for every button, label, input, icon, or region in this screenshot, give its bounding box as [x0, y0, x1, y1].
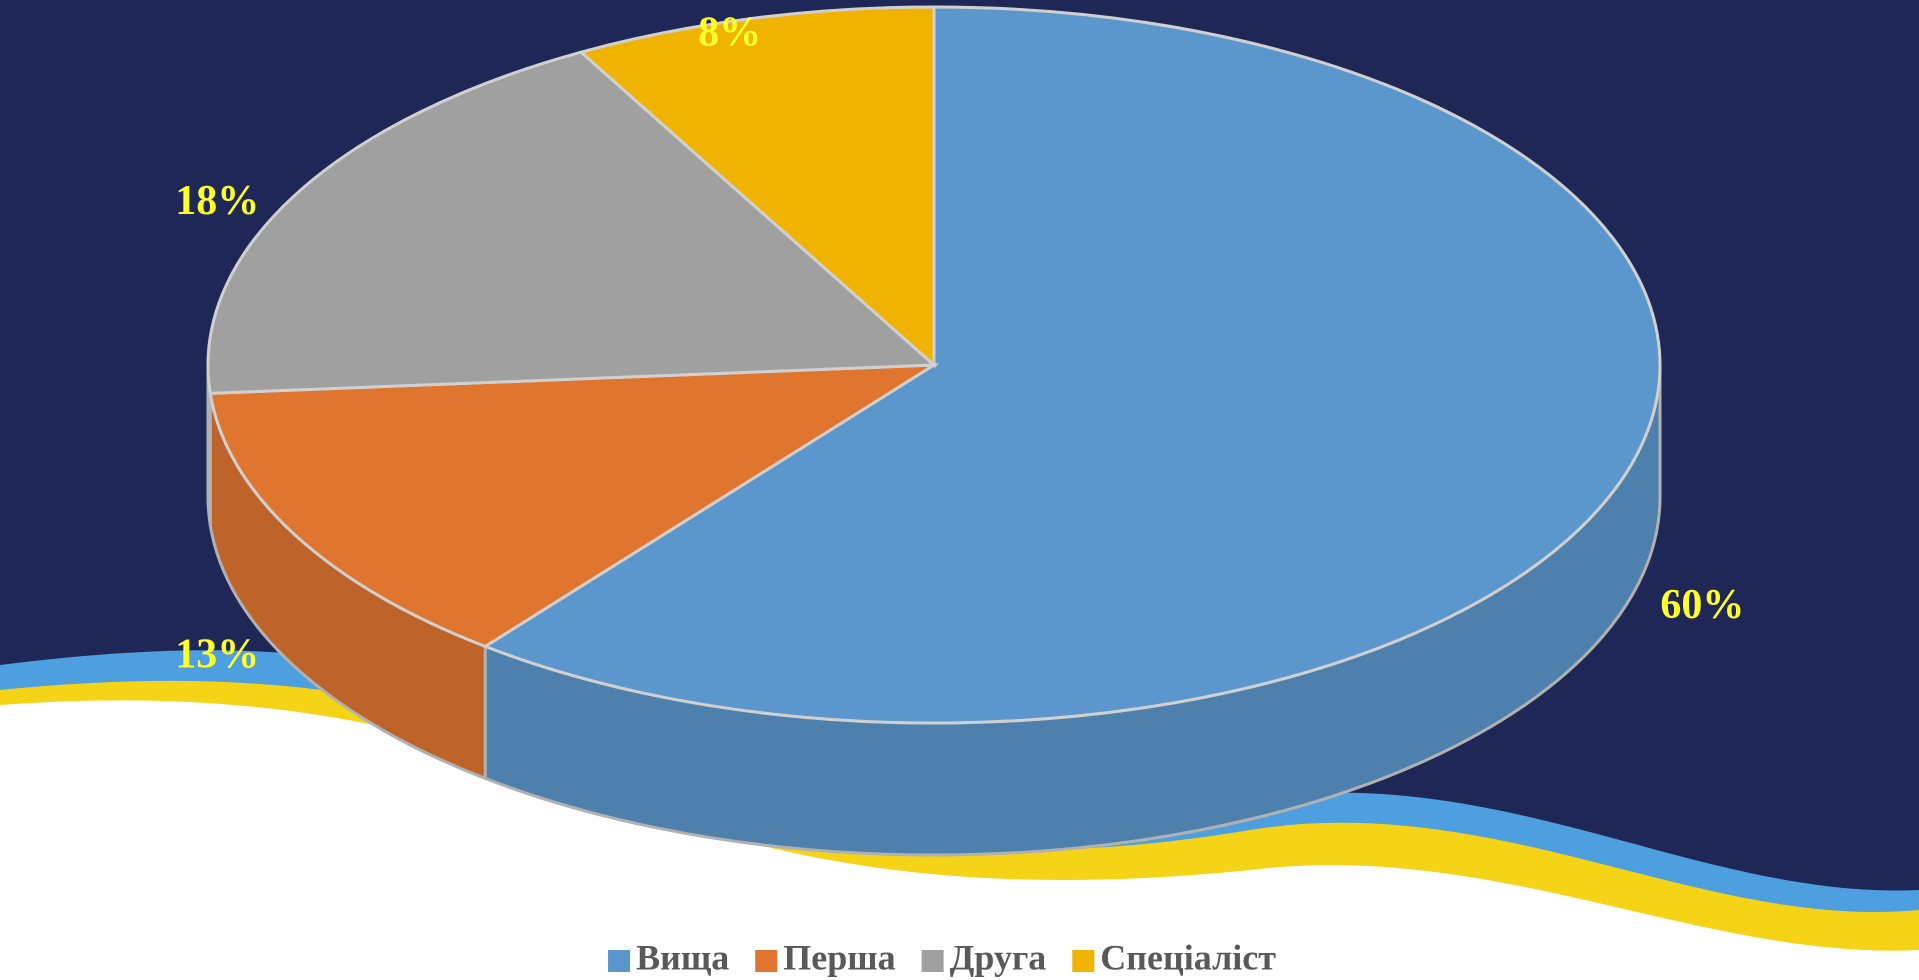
value-label: 18% — [175, 178, 259, 224]
page: {"chart_data": {"type": "pie3d", "catego… — [0, 0, 1919, 980]
legend-swatch — [922, 950, 944, 972]
value-label: 13% — [175, 631, 259, 677]
legend-label: Друга — [950, 937, 1047, 977]
pie-tops — [208, 7, 1660, 723]
legend-swatch — [755, 950, 777, 972]
legend-label: Перша — [783, 937, 895, 977]
legend-label: Спеціаліст — [1100, 937, 1276, 977]
chart: 60% 13% 18% 8% Вища Перша Друга Спеціаліст — [0, 0, 1919, 980]
legend-swatch — [1072, 950, 1094, 972]
legend-label: Вища — [636, 937, 729, 977]
legend-swatch — [608, 950, 630, 972]
value-label: 60% — [1660, 582, 1744, 628]
value-label: 8% — [698, 9, 761, 55]
